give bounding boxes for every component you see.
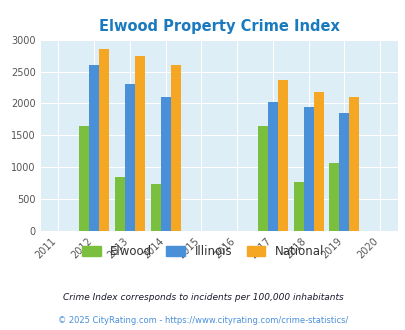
- Bar: [339, 113, 348, 231]
- Bar: [303, 107, 313, 231]
- Bar: [150, 184, 160, 231]
- Bar: [160, 97, 170, 231]
- Bar: [134, 55, 145, 231]
- Bar: [293, 182, 303, 231]
- Bar: [267, 102, 277, 231]
- Bar: [328, 163, 339, 231]
- Bar: [257, 126, 267, 231]
- Bar: [115, 177, 125, 231]
- Legend: Elwood, Illinois, National: Elwood, Illinois, National: [77, 241, 328, 263]
- Text: Crime Index corresponds to incidents per 100,000 inhabitants: Crime Index corresponds to incidents per…: [62, 293, 343, 302]
- Bar: [125, 84, 134, 231]
- Bar: [348, 97, 358, 231]
- Bar: [170, 65, 180, 231]
- Bar: [99, 49, 109, 231]
- Title: Elwood Property Crime Index: Elwood Property Crime Index: [98, 19, 339, 34]
- Bar: [79, 126, 89, 231]
- Text: © 2025 CityRating.com - https://www.cityrating.com/crime-statistics/: © 2025 CityRating.com - https://www.city…: [58, 316, 347, 325]
- Bar: [89, 65, 99, 231]
- Bar: [277, 80, 287, 231]
- Bar: [313, 92, 323, 231]
